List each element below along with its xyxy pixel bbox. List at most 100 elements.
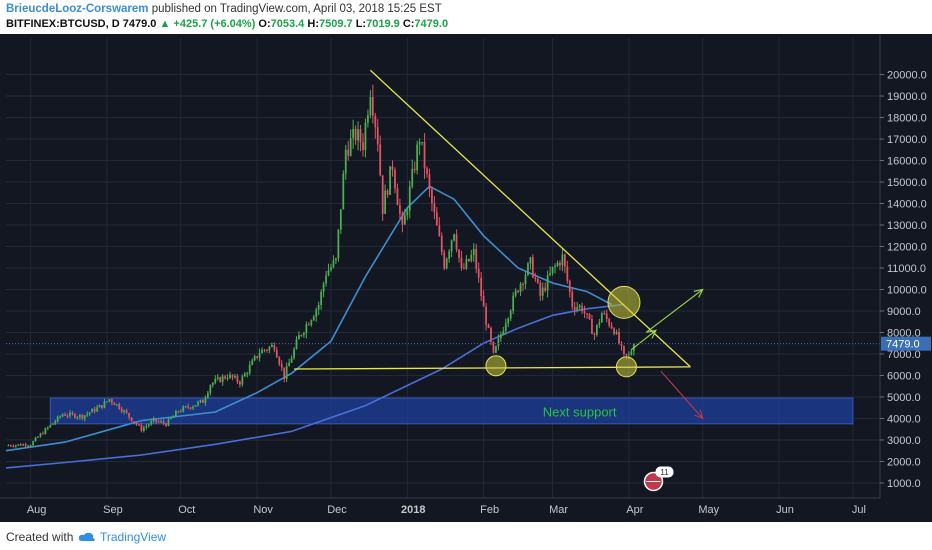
candle-body (19, 444, 22, 446)
publish-line: BrieucdeLooz-Corswarem published on Trad… (6, 3, 442, 15)
price-tick-label: 9000.0 (887, 306, 921, 318)
candle-body (118, 404, 121, 409)
candle-body (152, 418, 155, 422)
up-triangle-icon: ▲ (159, 18, 171, 30)
candle-body (330, 266, 332, 271)
candle-body (76, 417, 79, 419)
candle-body (507, 318, 510, 324)
candle-body (320, 291, 323, 305)
candle-body (128, 413, 130, 418)
time-tick-label: Nov (253, 504, 273, 516)
candle-body (485, 306, 487, 325)
candle-body (465, 259, 468, 269)
footer: Created with TradingView (0, 522, 932, 550)
candle-body (300, 335, 303, 337)
candle-body (359, 129, 362, 143)
candle-body (44, 428, 47, 435)
candle-body (487, 324, 490, 328)
candle-body (344, 149, 347, 174)
candle-body (140, 424, 143, 431)
candle-body (406, 210, 409, 216)
candle-body (327, 270, 330, 276)
candle-body (470, 254, 473, 261)
candle-body (492, 341, 495, 353)
candle-body (337, 229, 340, 259)
candles (7, 84, 635, 448)
candle-body (605, 313, 608, 320)
time-tick-label: Jul (852, 504, 866, 516)
candle-body (416, 144, 419, 171)
candle-body (455, 234, 458, 250)
candle-body (103, 401, 106, 408)
candle-body (539, 282, 542, 296)
candle-body (549, 273, 551, 276)
chart-background (0, 34, 932, 522)
candle-body (288, 362, 291, 367)
candle-body (268, 346, 271, 351)
candle-body (495, 346, 497, 353)
candle-body (150, 421, 153, 425)
candle-body (194, 405, 197, 407)
candle-body (445, 258, 448, 269)
candle-body (509, 310, 512, 319)
candle-body (411, 168, 414, 187)
candle-body (527, 263, 529, 276)
candle-body (234, 376, 236, 378)
candle-body (56, 416, 59, 422)
price-axis[interactable]: 1000.0 2000.0 3000.0 4000.0 5000.0 6000.0 7000… (879, 34, 932, 522)
descending-trendline (369, 69, 691, 368)
candle-body (440, 235, 443, 253)
candle-body (243, 373, 246, 377)
event-badge-count: 11 (660, 468, 669, 477)
low-label: L: (355, 18, 367, 30)
bearish-arrow-head (694, 409, 704, 420)
candle-body (192, 406, 194, 409)
candle-body (342, 173, 345, 210)
candle-body (603, 313, 606, 315)
candle-body (426, 168, 428, 175)
price-tick-label: 16000.0 (887, 156, 927, 168)
price-chart[interactable]: Next support 11 1000.0 2000.0 3000.0 4000.0 5… (0, 34, 932, 522)
candle-body (280, 364, 283, 368)
last-price: 7479.0 (122, 18, 157, 30)
candle-body (561, 254, 564, 266)
candle-body (123, 410, 126, 412)
candle-body (113, 402, 116, 405)
candle-body (524, 275, 527, 285)
candle-body (64, 414, 66, 416)
price-tick-label: 4000.0 (887, 413, 921, 425)
candle-body (261, 349, 263, 354)
candle-body (22, 444, 25, 446)
candle-body (24, 444, 27, 446)
candle-body (130, 417, 133, 422)
candle-body (179, 411, 182, 413)
candle-body (399, 205, 401, 214)
candle-body (591, 319, 593, 335)
candle-body (544, 287, 547, 291)
candle-body (595, 324, 598, 335)
candle-body (499, 334, 502, 339)
current-price-label: 7479.0 (886, 339, 920, 351)
price-tick-label: 18000.0 (887, 113, 927, 125)
time-tick-label: 2018 (401, 504, 425, 516)
support-zone (49, 397, 854, 425)
price-tick-label: 8000.0 (887, 327, 921, 339)
time-axis[interactable]: Aug Sep Oct Nov Dec 2018 Feb Mar Apr May Jun Jul (0, 497, 932, 522)
candle-body (167, 418, 170, 426)
author-link[interactable]: BrieucdeLooz-Corswarem (6, 3, 149, 15)
candle-body (396, 188, 399, 206)
candle-body (91, 408, 94, 413)
candle-body (206, 392, 209, 398)
symbol-label: BITFINEX:BTCUSD, D (6, 18, 120, 30)
candle-body (482, 296, 485, 307)
candle-body (246, 373, 249, 375)
price-tick-label: 19000.0 (887, 91, 927, 103)
tradingview-logo[interactable]: TradingView (78, 530, 166, 544)
candle-body (177, 411, 180, 413)
candle-body (534, 277, 537, 279)
price-tick-label: 11000.0 (887, 263, 926, 275)
candle-body (142, 427, 145, 431)
candle-body (221, 376, 224, 383)
candle-body (325, 275, 327, 284)
created-with-text: Created with (6, 530, 74, 544)
